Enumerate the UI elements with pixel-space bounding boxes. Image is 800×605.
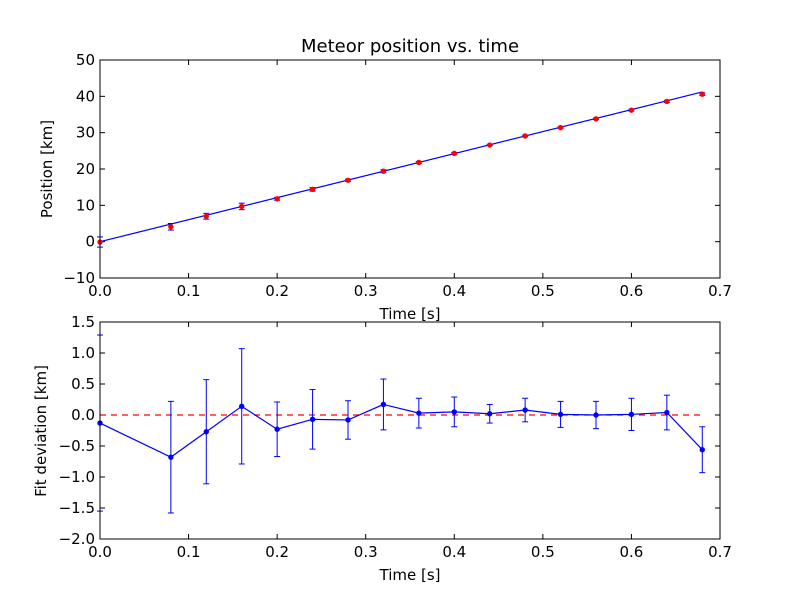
x-tick-label: 0.4 [442,282,466,300]
deviation-chart: Time [s] Fit deviation [km] 0.0 0.1 0.2 0.3… [32,313,732,584]
data-point [522,407,528,413]
data-point [522,133,528,139]
x-tick-label: 0.7 [708,543,732,561]
data-point [345,417,351,423]
data-point [380,168,387,174]
x-tick-label: 0.4 [442,543,466,561]
position-chart-ylabel: Position [km] [38,120,56,218]
data-point [239,403,245,410]
x-tick-label: 0.3 [354,543,378,561]
data-point [203,213,209,219]
axes-frame [99,59,721,279]
y-tick-label: −1.5 [59,499,95,517]
x-tick-label: 0.1 [177,282,201,300]
data-point [557,124,564,131]
data-point [416,410,422,416]
x-tick-label: 0.0 [88,282,112,300]
deviation-chart-plot-area: 0.0 0.1 0.2 0.3 0.4 0.5 0.6 0.7 −2.0 −1.5 −1.0 −0.5… [59,313,732,561]
position-chart: Meteor position vs. time Time [s] Positi… [38,36,732,323]
position-chart-xlabel: Time [s] [379,305,441,323]
data-point [203,429,209,435]
data-point [274,196,280,202]
axes-frame [99,321,721,540]
data-point [593,412,599,418]
x-tick-label: 0.5 [531,543,555,561]
data-point [664,409,670,416]
x-tick-label: 0.6 [619,543,643,561]
data-point [487,142,493,148]
y-tick-label: −2.0 [59,530,95,548]
x-tick-label: 0.0 [88,543,112,561]
y-tick-label: 40 [76,87,95,105]
x-tick-label: 0.7 [708,282,732,300]
y-tick-label: 20 [76,160,95,178]
x-tick-label: 0.2 [265,543,289,561]
y-tick-label: −10 [63,269,95,287]
deviation-chart-xlabel: Time [s] [379,566,441,584]
data-point [699,91,705,97]
fit-line [99,91,703,243]
y-tick-label: 10 [76,196,95,214]
data-point [309,416,316,423]
data-point [557,411,564,418]
x-tick-label: 0.3 [354,282,378,300]
data-point [274,426,280,432]
data-point [380,401,387,408]
y-tick-label: 0.0 [71,406,95,424]
data-point [487,411,493,417]
data-point [309,186,316,193]
data-point [593,116,599,122]
position-chart-plot-area: 0.0 0.1 0.2 0.3 0.4 0.5 0.6 0.7 −10 0 10 20 30 40 50 [63,51,732,300]
y-tick-label: 0.5 [71,375,95,393]
data-point [239,203,245,210]
data-point [168,224,174,230]
x-tick-label: 0.6 [619,282,643,300]
data-point [416,159,422,166]
x-tick-label: 0.2 [265,282,289,300]
data-point [628,411,635,418]
x-tick-label: 0.1 [177,543,201,561]
y-tick-label: −1.0 [59,468,95,486]
data-point [168,454,174,460]
data-point [628,107,635,113]
y-tick-label: −0.5 [59,437,95,455]
y-tick-label: 0 [85,233,95,251]
deviation-chart-ylabel: Fit deviation [km] [32,365,50,497]
data-point [345,177,351,183]
position-chart-title: Meteor position vs. time [301,36,519,57]
x-tick-label: 0.5 [531,282,555,300]
data-point [451,150,457,157]
y-tick-label: 30 [76,124,95,142]
data-point [451,409,457,415]
data-point [664,98,670,105]
data-point [699,447,705,453]
y-tick-label: 50 [76,51,95,69]
y-tick-label: 1.5 [71,313,95,331]
y-tick-label: 1.0 [71,344,95,362]
